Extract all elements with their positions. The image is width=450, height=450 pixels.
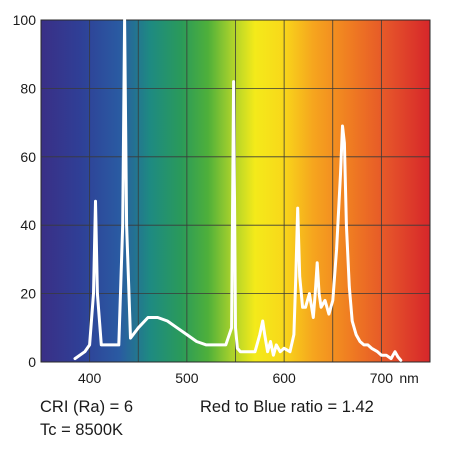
- series-layer: [73, 18, 403, 362]
- y-tick-label: 40: [20, 217, 36, 233]
- cri-caption: CRI (Ra) = 6: [40, 398, 134, 416]
- x-tick-label: 600: [272, 370, 296, 386]
- y-tick-label: 80: [20, 80, 36, 96]
- x-unit-label: nm: [399, 370, 418, 386]
- spectrum-line: [73, 18, 403, 362]
- plot-frame: [40, 19, 431, 363]
- y-tick-label: 20: [20, 286, 36, 302]
- tick-labels: 0 20 40 60 80 100 400 500 600 700 nm: [13, 12, 419, 386]
- x-tick-label: 500: [175, 370, 199, 386]
- y-tick-label: 60: [20, 149, 36, 165]
- color-temperature-caption: Tc = 8500K: [40, 421, 124, 439]
- y-tick-label: 0: [28, 354, 36, 370]
- x-tick-label: 400: [78, 370, 102, 386]
- y-tick-label: 100: [13, 12, 37, 28]
- red-blue-ratio-caption: Red to Blue ratio = 1.42: [200, 398, 374, 416]
- x-tick-label: 700: [370, 370, 394, 386]
